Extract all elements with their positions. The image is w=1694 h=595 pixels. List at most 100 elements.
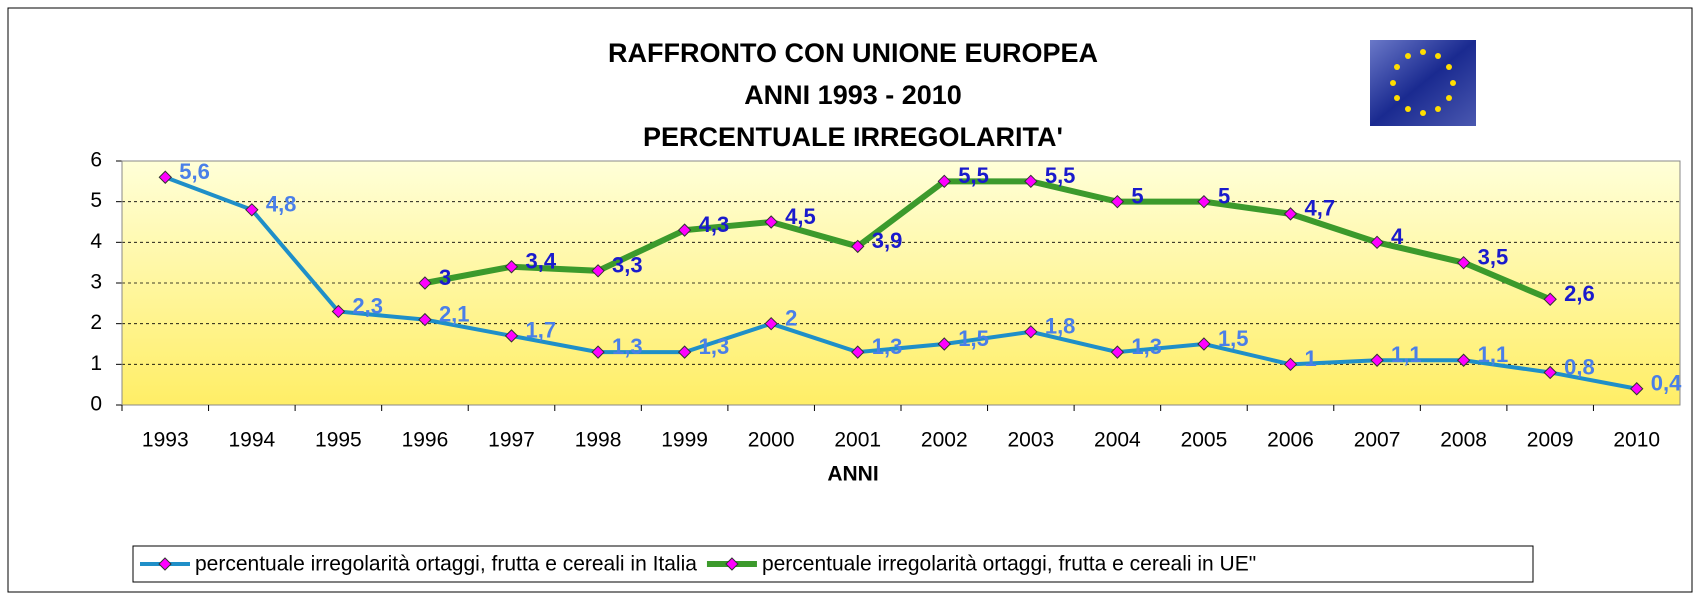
marker: [1543, 365, 1557, 380]
data-label: 4,7: [1305, 196, 1336, 221]
marker: [1543, 292, 1557, 306]
data-label: 3: [439, 265, 451, 290]
marker: [1024, 325, 1038, 339]
x-tick-label: 2006: [1267, 429, 1314, 452]
flag-stars: [1390, 49, 1456, 116]
data-label: 5,5: [1045, 163, 1076, 188]
data-label: 5,6: [179, 159, 210, 184]
x-tick-label: 1996: [402, 429, 449, 452]
marker: [1283, 207, 1298, 221]
x-tick-label: 2003: [1007, 429, 1054, 452]
x-tick-label: 1998: [575, 429, 622, 452]
x-tick-label: 2007: [1354, 429, 1401, 452]
marker: [1197, 194, 1211, 209]
data-label: 4,5: [785, 204, 816, 229]
x-tick-label: 2001: [834, 429, 881, 452]
marker: [1024, 174, 1038, 189]
chart-title: ANNI 1993 - 2010: [744, 80, 962, 110]
x-tick-label: 2008: [1440, 429, 1487, 452]
y-tick-label: 5: [90, 189, 102, 212]
data-label: 5: [1131, 183, 1143, 208]
x-axis-label: ANNI: [827, 463, 878, 486]
marker: [937, 174, 951, 189]
data-label: 1,7: [526, 318, 557, 343]
y-tick-label: 2: [90, 311, 102, 334]
data-label: 3,4: [526, 249, 557, 274]
marker: [158, 170, 172, 184]
data-label: 4,3: [699, 212, 730, 237]
x-tick-label: 2000: [748, 429, 795, 452]
chart-title: PERCENTUALE IRREGOLARITA': [643, 122, 1063, 152]
data-label: 1,3: [1131, 334, 1162, 359]
marker: [418, 276, 432, 290]
x-tick-label: 1995: [315, 429, 362, 452]
x-tick-label: 1993: [142, 429, 189, 452]
marker: [1456, 353, 1471, 367]
marker: [677, 345, 692, 359]
marker: [1370, 353, 1384, 367]
data-label: 1,3: [612, 334, 643, 359]
marker: [1110, 345, 1125, 359]
x-tick-label: 2010: [1613, 429, 1660, 452]
series-line: [424, 178, 1552, 303]
marker: [1456, 255, 1471, 270]
data-label: 0,4: [1651, 371, 1682, 396]
marker: [1370, 235, 1384, 250]
legend-label: percentuale irregolarità ortaggi, frutta…: [762, 553, 1256, 576]
data-label: 4: [1391, 224, 1404, 249]
data-label: 2: [785, 305, 797, 330]
y-tick-label: 0: [90, 393, 102, 416]
marker: [158, 557, 172, 571]
marker: [504, 329, 519, 343]
data-label: 1,3: [699, 334, 730, 359]
data-label: 5,5: [958, 163, 989, 188]
x-tick-label: 2004: [1094, 429, 1141, 452]
marker: [1283, 357, 1298, 372]
marker: [1110, 194, 1125, 209]
y-tick-label: 6: [90, 149, 102, 172]
marker: [1197, 337, 1211, 351]
y-tick-label: 1: [90, 352, 102, 375]
x-tick-label: 1997: [488, 429, 535, 452]
legend: [132, 545, 1534, 583]
legend-label: percentuale irregolarità ortaggi, frutta…: [195, 553, 697, 576]
marker: [937, 337, 951, 351]
marker: [764, 215, 778, 229]
x-tick-label: 2002: [921, 429, 968, 452]
data-label: 3,3: [612, 253, 643, 278]
x-tick-label: 2009: [1527, 429, 1574, 452]
data-label: 1,1: [1391, 342, 1422, 367]
plot-area: [122, 161, 1680, 405]
data-label: 2,3: [352, 293, 383, 318]
marker: [591, 345, 605, 359]
data-label: 3,9: [872, 228, 903, 253]
data-label: 1,5: [958, 326, 989, 351]
marker: [418, 312, 432, 327]
marker: [851, 239, 865, 254]
chart-title: RAFFRONTO CON UNIONE EUROPEA: [608, 38, 1098, 68]
y-tick-label: 4: [90, 230, 102, 253]
data-label: 4,8: [266, 192, 297, 217]
data-label: 2,6: [1564, 281, 1595, 306]
data-label: 1,3: [872, 334, 903, 359]
marker: [1630, 382, 1644, 396]
y-tick-label: 3: [90, 271, 102, 294]
marker: [725, 557, 739, 571]
marker: [331, 304, 346, 319]
x-tick-label: 1994: [228, 429, 275, 452]
series-line: [164, 175, 1638, 391]
data-label: 0,8: [1564, 354, 1595, 379]
data-label: 3,5: [1478, 244, 1509, 269]
marker: [245, 203, 259, 217]
data-label: 5: [1218, 183, 1230, 208]
data-label: 2,1: [439, 301, 470, 326]
marker: [591, 264, 605, 278]
marker: [764, 316, 778, 331]
marker: [677, 223, 692, 237]
x-tick-label: 2005: [1181, 429, 1228, 452]
marker: [851, 345, 865, 359]
data-label: 1,5: [1218, 326, 1249, 351]
x-tick-label: 1999: [661, 429, 708, 452]
data-label: 1,8: [1045, 314, 1076, 339]
